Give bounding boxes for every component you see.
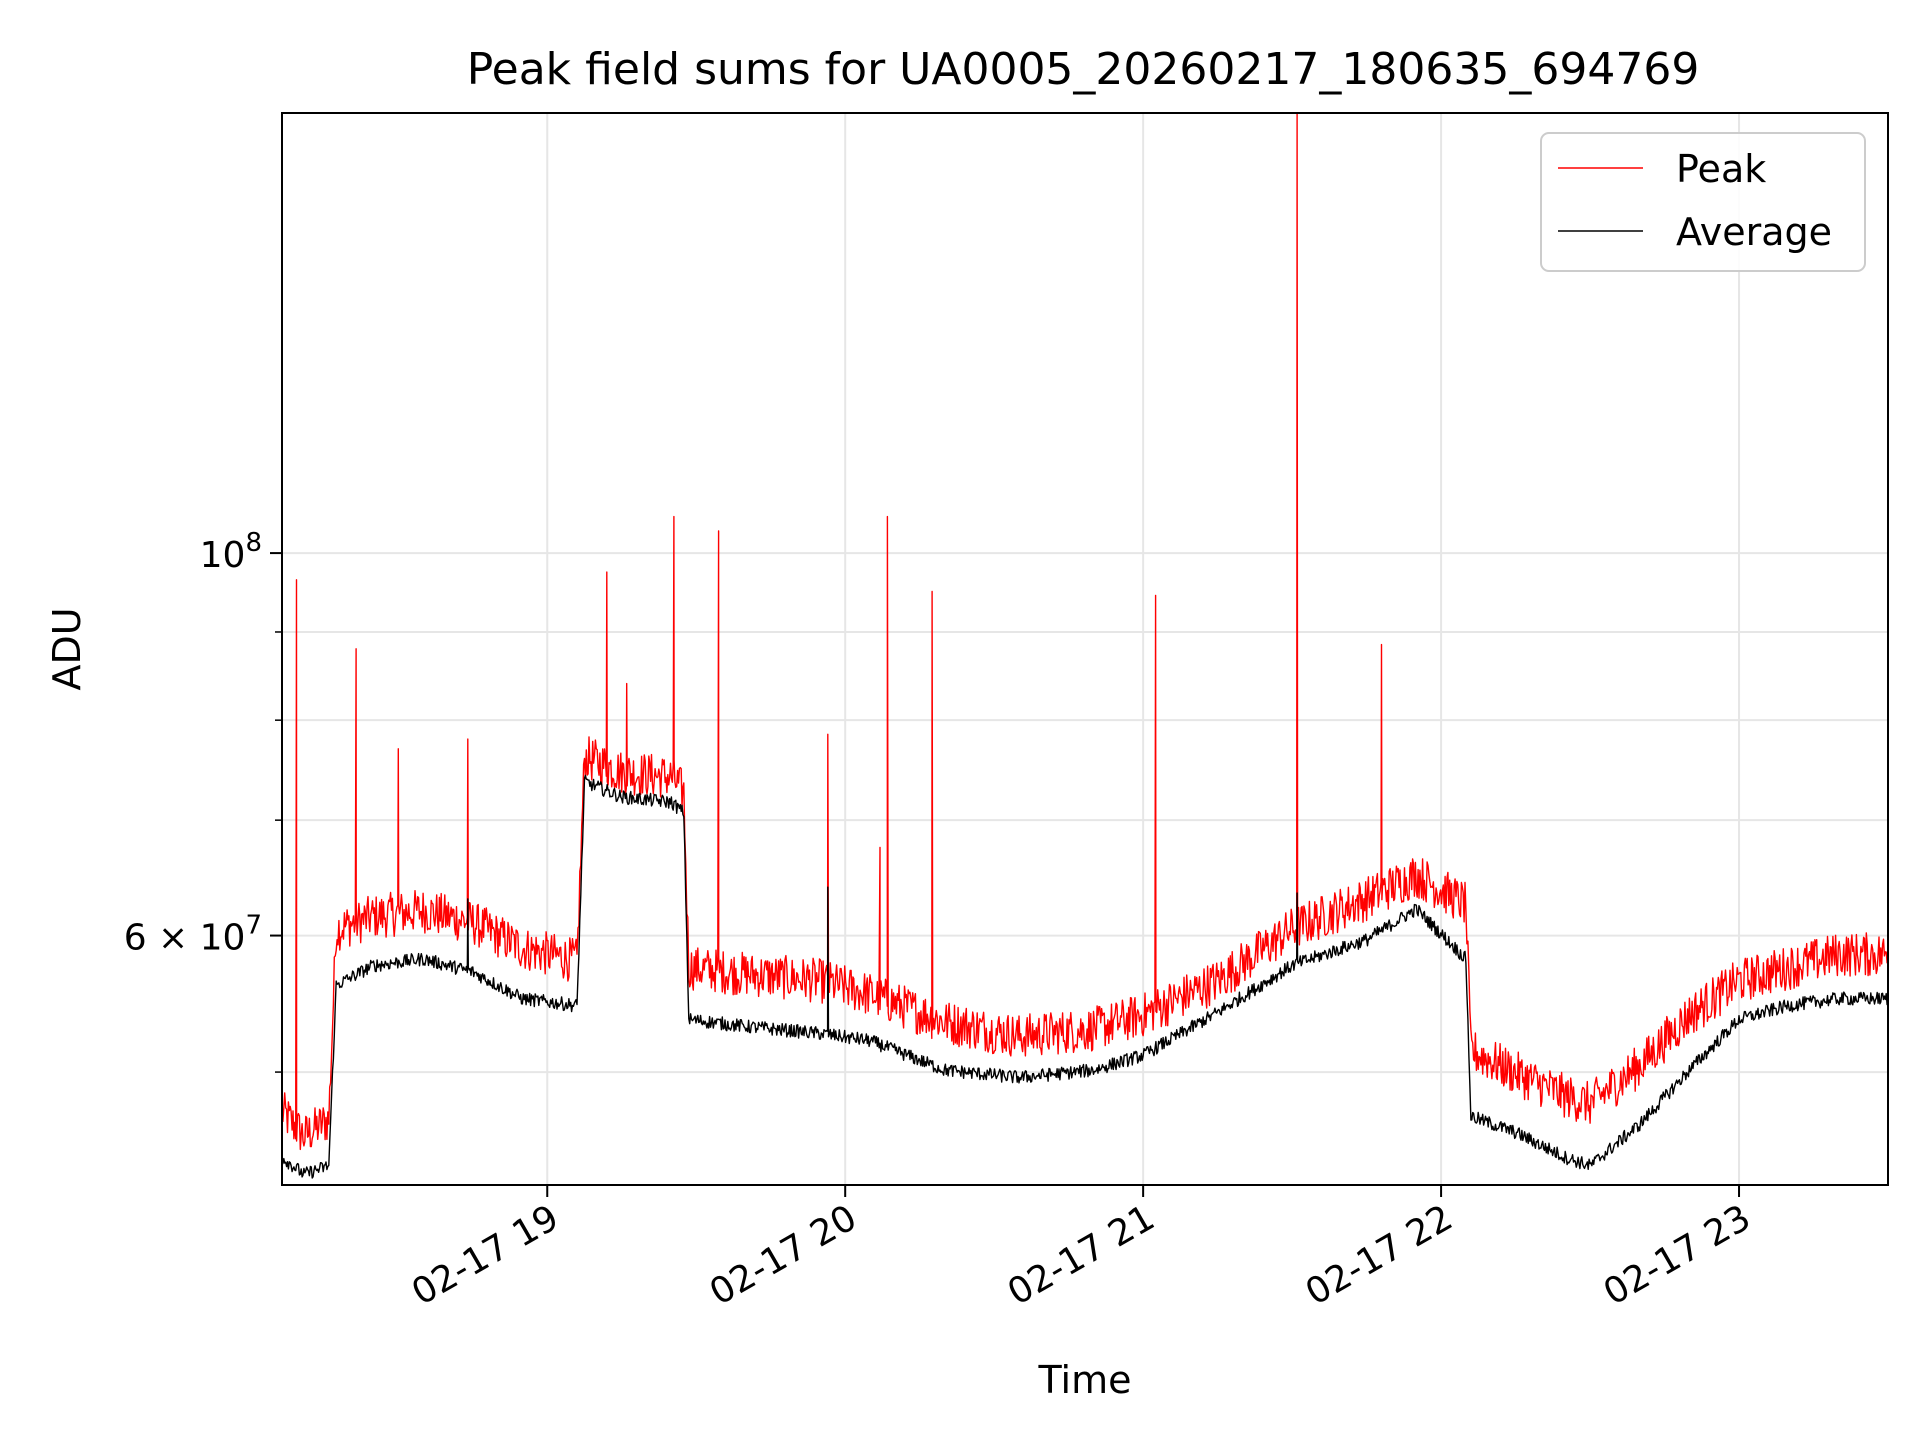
y-tick-label-exponent: 8 (245, 528, 262, 558)
plot-frame (281, 112, 1889, 1186)
plot-series (282, 113, 1888, 1179)
chart-legend: Peak Average (1540, 132, 1866, 272)
y-axis-label: ADU (45, 607, 89, 690)
legend-label-peak: Peak (1676, 147, 1766, 191)
x-axis-label: Time (1038, 1358, 1132, 1402)
series-line-average (282, 774, 1888, 1179)
series-average (282, 774, 1888, 1179)
y-tick-label: 108 (200, 528, 262, 576)
y-tick-label-base: 10 (200, 535, 246, 576)
y-axis-ticks: 108 6 × 107 (124, 528, 282, 1073)
legend-label-average: Average (1676, 210, 1832, 254)
y-tick-label-base: 6 × 10 (124, 918, 246, 959)
grid-lines (282, 113, 1888, 1185)
chart-title: Peak field sums for UA0005_20260217_1806… (467, 44, 1700, 95)
series-line-peak (282, 113, 1888, 1151)
y-tick-label: 6 × 107 (124, 911, 262, 959)
y-tick-label-exponent: 7 (245, 911, 262, 941)
series-peak (282, 113, 1888, 1151)
